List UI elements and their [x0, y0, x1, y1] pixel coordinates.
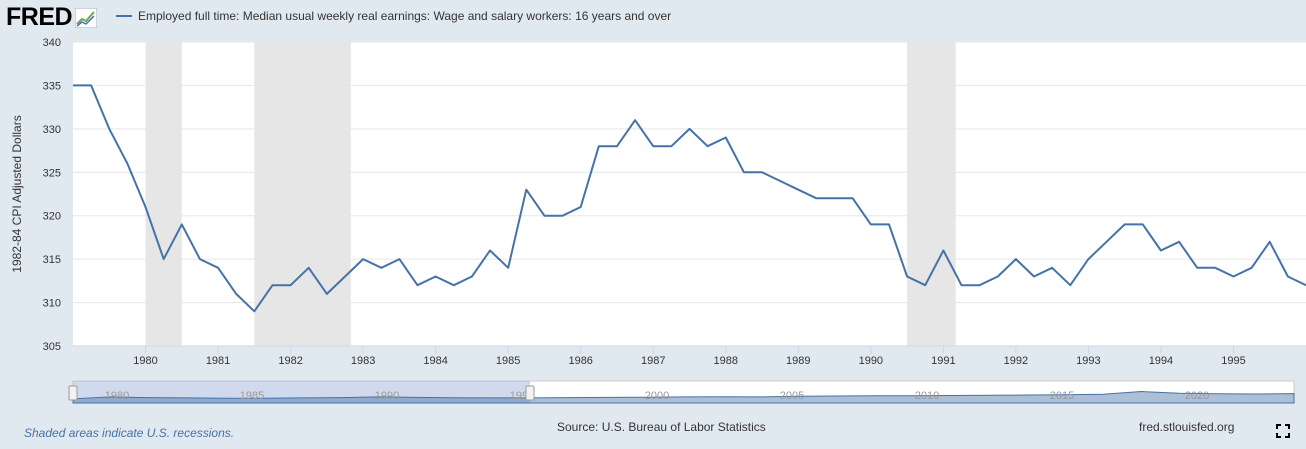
navigator-label: 1990 [375, 390, 399, 402]
x-tick-label: 1980 [133, 355, 157, 367]
legend-label: Employed full time: Median usual weekly … [138, 9, 672, 23]
y-tick-label: 305 [43, 341, 61, 353]
x-tick-label: 1986 [568, 355, 592, 367]
fullscreen-icon[interactable] [1276, 424, 1290, 438]
navigator-handle-left[interactable] [68, 385, 78, 401]
y-tick-label: 340 [43, 37, 61, 49]
recession-note: Shaded areas indicate U.S. recessions. [24, 426, 235, 440]
chart-area: 305 310 315 320 325 330 335 340 1980 1981 1982 1983… [0, 34, 1306, 379]
y-tick-label: 325 [43, 167, 61, 179]
y-tick-label: 330 [43, 124, 61, 136]
y-tick-label: 310 [43, 298, 61, 310]
series-line [73, 84, 1306, 313]
logo-text: FRED [6, 3, 73, 31]
fred-logo[interactable]: FRED [6, 3, 98, 32]
x-tick-label: 1995 [1221, 355, 1245, 367]
y-tick-label: 335 [43, 80, 61, 92]
x-tick-label: 1987 [641, 355, 665, 367]
x-tick-label: 1990 [859, 355, 883, 367]
navigator-label: 2005 [780, 390, 804, 402]
site-link[interactable]: fred.stlouisfed.org [1139, 420, 1235, 434]
navigator-label: 2020 [1185, 390, 1209, 402]
navigator-chart: 1980 1985 1990 1995 2000 2005 2010 2015 2020 [68, 380, 1295, 404]
x-tick-label: 1992 [1004, 355, 1028, 367]
navigator-series [72, 390, 1295, 404]
y-tick-label: 320 [43, 211, 61, 223]
series-legend[interactable]: Employed full time: Median usual weekly … [116, 9, 671, 23]
recession-band [907, 42, 956, 346]
chart-header: FRED Employed full time: Median usual we… [0, 0, 1306, 34]
recession-band [145, 42, 182, 346]
x-tick-label: 1994 [1149, 355, 1173, 367]
x-tick-label: 1984 [423, 355, 447, 367]
legend-swatch [116, 15, 132, 17]
range-navigator[interactable]: 1980 1985 1990 1995 2000 2005 2010 2015 2020 [0, 379, 1306, 409]
navigator-label: 2015 [1050, 390, 1074, 402]
navigator-handle-right[interactable] [525, 385, 535, 401]
x-tick-label: 1989 [786, 355, 810, 367]
y-tick-label: 315 [43, 254, 61, 266]
x-tick-label: 1985 [496, 355, 520, 367]
x-tick-label: 1983 [351, 355, 375, 367]
x-tick-label: 1993 [1076, 355, 1100, 367]
x-tick-label: 1991 [931, 355, 955, 367]
recession-band [254, 42, 351, 346]
navigator-label: 2000 [645, 390, 669, 402]
navigator-label: 1980 [105, 390, 129, 402]
navigator-label: 2010 [915, 390, 939, 402]
source-text: Source: U.S. Bureau of Labor Statistics [557, 420, 766, 434]
x-tick-label: 1981 [206, 355, 230, 367]
x-tick-label: 1988 [714, 355, 738, 367]
line-chart: 305 310 315 320 325 330 335 340 1980 1981 1982 1983… [10, 37, 1306, 367]
y-axis-title: 1982-84 CPI Adjusted Dollars [10, 115, 24, 272]
x-tick-label: 1982 [278, 355, 302, 367]
line-chart-icon [75, 7, 98, 28]
navigator-label: 1985 [240, 390, 264, 402]
